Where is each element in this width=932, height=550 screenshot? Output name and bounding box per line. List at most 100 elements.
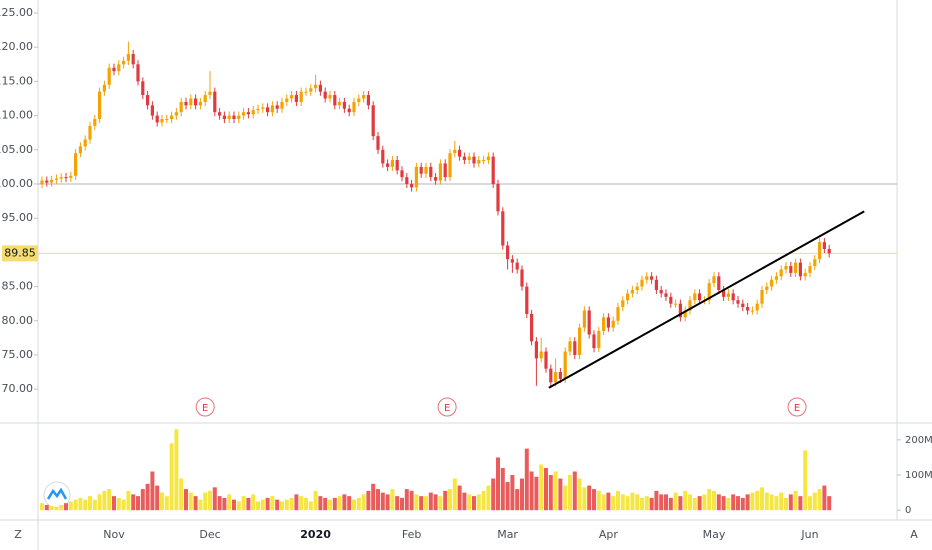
- event-label: E: [444, 403, 450, 414]
- volume-bar: [496, 457, 500, 511]
- candle-body: [251, 110, 255, 115]
- volume-bar: [112, 496, 116, 511]
- volume-bar: [500, 467, 505, 511]
- candle-body: [390, 160, 394, 167]
- volume-bar: [764, 492, 769, 511]
- volume-bar: [553, 471, 558, 511]
- volume-bar: [577, 478, 582, 511]
- volume-bar: [376, 489, 380, 511]
- volume-bar: [385, 494, 390, 511]
- candle-body: [597, 331, 601, 349]
- candle-body: [395, 160, 399, 171]
- volume-tick-label: 200M: [905, 435, 932, 446]
- volume-bar: [44, 504, 49, 511]
- volume-bar: [443, 490, 448, 511]
- candle-body: [803, 272, 807, 277]
- y-tick-label: 110.00: [0, 109, 33, 122]
- volume-bar: [347, 496, 352, 511]
- candle-body: [630, 289, 634, 294]
- candle-body: [549, 368, 553, 383]
- candle-body: [242, 112, 246, 116]
- candle-body: [525, 286, 529, 314]
- volume-bar: [505, 482, 510, 511]
- candle-body: [93, 119, 97, 126]
- candle-body: [650, 276, 654, 280]
- volume-bar: [198, 499, 203, 511]
- volume-bar: [534, 476, 539, 511]
- candle-body: [674, 303, 678, 305]
- candle-body: [246, 112, 250, 115]
- volume-bar: [601, 494, 606, 511]
- volume-bar: [270, 496, 275, 511]
- volume-bar: [462, 492, 467, 511]
- candle-body: [726, 293, 730, 297]
- candle-body: [141, 81, 145, 96]
- y-tick-label: 120.00: [0, 40, 33, 53]
- volume-bar: [265, 497, 270, 511]
- event-marker: [787, 397, 807, 417]
- volume-bar: [592, 489, 596, 511]
- candle-body: [165, 119, 169, 121]
- volume-bar: [126, 490, 131, 511]
- candle-body: [520, 269, 524, 287]
- candle-body: [712, 276, 716, 284]
- candle-body: [318, 84, 322, 92]
- volume-bar: [260, 499, 265, 511]
- candle-body: [203, 95, 207, 102]
- volume-bar: [232, 499, 236, 511]
- scale-button[interactable]: Z: [14, 528, 22, 541]
- volume-bar: [73, 499, 78, 511]
- auto-button[interactable]: A: [910, 528, 918, 541]
- volume-bar: [400, 497, 404, 511]
- volume-bar: [539, 464, 544, 511]
- volume-bar: [587, 485, 592, 511]
- y-tick-label: 70.00: [2, 382, 34, 395]
- candle-body: [386, 163, 390, 167]
- volume-bar: [568, 475, 572, 511]
- volume-bar: [486, 485, 491, 511]
- volume-bar: [668, 497, 673, 511]
- candle-body: [170, 115, 174, 120]
- candle-body: [314, 84, 318, 89]
- volume-bar: [596, 490, 601, 511]
- candle-body: [266, 107, 270, 113]
- volume-bar: [136, 496, 140, 511]
- candle-body: [136, 64, 140, 82]
- volume-bar: [731, 494, 736, 511]
- candle-body: [453, 149, 457, 154]
- volume-bar: [664, 494, 668, 511]
- volume-bar: [371, 483, 376, 511]
- candle-body: [486, 156, 490, 161]
- volume-bar: [83, 499, 88, 511]
- candle-body: [83, 139, 87, 147]
- candle-body: [659, 289, 663, 294]
- candle-body: [280, 101, 284, 109]
- candle-body: [155, 115, 159, 123]
- volume-bar: [409, 490, 414, 511]
- candle-body: [482, 160, 486, 162]
- y-tick-label: 80.00: [2, 314, 34, 327]
- volume-bar: [678, 496, 683, 511]
- candle-body: [602, 317, 606, 332]
- candle-body: [213, 91, 217, 113]
- volume-bar: [203, 492, 208, 511]
- candle-body: [669, 296, 673, 304]
- volume-bar: [702, 494, 707, 511]
- candle-body: [717, 276, 721, 290]
- candle-body: [50, 179, 54, 183]
- volume-bar: [817, 489, 822, 511]
- volume-bar: [726, 497, 731, 511]
- volume-bar: [745, 494, 750, 511]
- candle-body: [122, 60, 126, 65]
- candle-body: [539, 351, 543, 359]
- volume-bar: [246, 497, 251, 511]
- volume-bar: [323, 497, 328, 511]
- volume-bar: [217, 496, 222, 511]
- volume-bar: [342, 494, 347, 511]
- volume-bar: [779, 492, 784, 511]
- candle-body: [554, 372, 558, 383]
- candle-body: [184, 101, 188, 106]
- volume-bar: [620, 494, 625, 511]
- candle-body: [813, 259, 817, 267]
